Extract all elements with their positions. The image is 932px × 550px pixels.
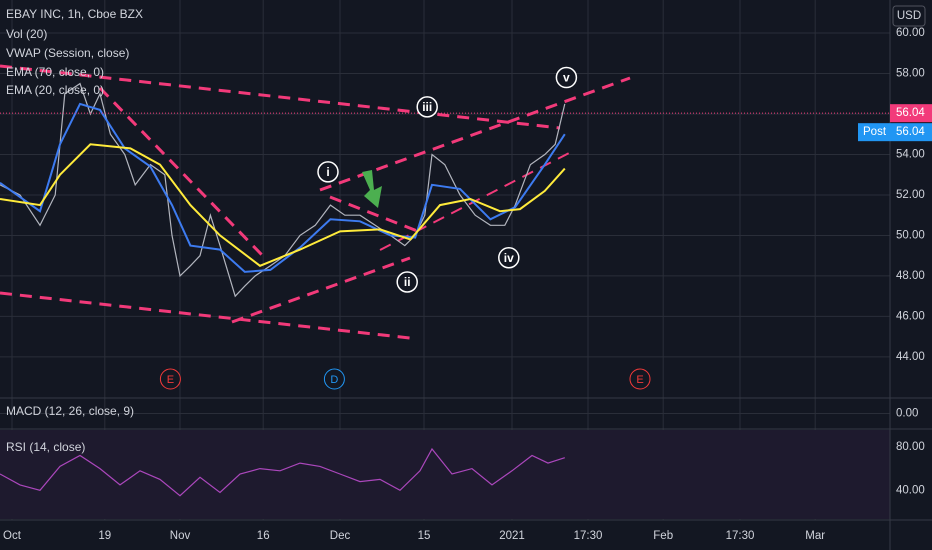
indicator: EMA (20, close, 0) bbox=[6, 83, 104, 97]
wave-label: iv bbox=[504, 251, 514, 265]
wave-label: i bbox=[326, 165, 329, 179]
post-label: Post bbox=[863, 126, 887, 138]
chart-title: EBAY INC, 1h, Cboe BZX bbox=[6, 7, 143, 21]
currency[interactable]: USD bbox=[897, 10, 921, 22]
y-tick-label: 44.00 bbox=[896, 351, 925, 363]
currency-box[interactable] bbox=[892, 5, 926, 27]
wave-marker bbox=[555, 66, 578, 89]
last-price-label: 56.04 bbox=[896, 107, 925, 119]
arrow bbox=[362, 170, 382, 208]
trendline bbox=[329, 195, 421, 234]
wave-label: v bbox=[563, 71, 570, 85]
y-tick-label: 54.00 bbox=[896, 148, 925, 160]
y-tick-label: 48.00 bbox=[896, 270, 925, 282]
rsi-tick-label: 80.00 bbox=[896, 441, 925, 453]
trendline bbox=[319, 76, 631, 192]
indicator: Vol (20) bbox=[6, 27, 47, 41]
trendline bbox=[0, 291, 411, 340]
post-tag bbox=[858, 123, 932, 142]
wave-marker bbox=[317, 161, 339, 183]
price-line bbox=[0, 143, 566, 267]
rsi-tick-label: 40.00 bbox=[896, 484, 925, 496]
wave-marker bbox=[498, 246, 520, 269]
y-tick-label: 52.00 bbox=[896, 189, 925, 201]
wave-label: ii bbox=[404, 275, 411, 289]
trendline bbox=[231, 256, 411, 324]
rsi-line bbox=[0, 447, 565, 497]
event-marker bbox=[629, 368, 651, 390]
x-tick-label: 17:30 bbox=[574, 530, 603, 542]
rsi-title: RSI (14, close) bbox=[6, 440, 85, 454]
plot bbox=[0, 82, 566, 497]
wave-marker bbox=[396, 271, 418, 293]
trendline bbox=[0, 64, 561, 130]
event-marker bbox=[159, 368, 181, 390]
x-tick-label: 2021 bbox=[499, 530, 525, 542]
rsi-pane bbox=[0, 430, 890, 519]
y-tick-label: 50.00 bbox=[896, 229, 925, 241]
event-label: D bbox=[330, 374, 338, 386]
event-marker bbox=[323, 368, 345, 390]
price-line bbox=[0, 82, 566, 298]
x-tick-label: Nov bbox=[170, 530, 191, 542]
x-tick-label: 16 bbox=[257, 530, 270, 542]
x-tick-label: 17:30 bbox=[726, 530, 755, 542]
wave-label: iii bbox=[422, 100, 432, 114]
y-tick-label: 46.00 bbox=[896, 310, 925, 322]
wave-marker bbox=[416, 96, 438, 118]
event-label: E bbox=[636, 374, 643, 386]
post-price: 56.04 bbox=[896, 126, 925, 138]
x-tick-label: Dec bbox=[330, 530, 351, 542]
x-tick-label: 15 bbox=[418, 530, 431, 542]
indicator: VWAP (Session, close) bbox=[6, 46, 129, 60]
macd-title: MACD (12, 26, close, 9) bbox=[6, 404, 134, 418]
last-price-tag bbox=[890, 104, 932, 123]
indicator: EMA (70, close, 0) bbox=[6, 65, 104, 79]
macd-tick-label: 0.00 bbox=[896, 408, 918, 420]
y-tick-label: 60.00 bbox=[896, 27, 925, 39]
x-tick-label: Feb bbox=[653, 530, 673, 542]
event-label: E bbox=[167, 374, 174, 386]
x-tick-label: Oct bbox=[3, 530, 22, 542]
y-tick-label: 58.00 bbox=[896, 68, 925, 80]
x-tick-label: Mar bbox=[805, 530, 825, 542]
x-tick-label: 19 bbox=[98, 530, 111, 542]
